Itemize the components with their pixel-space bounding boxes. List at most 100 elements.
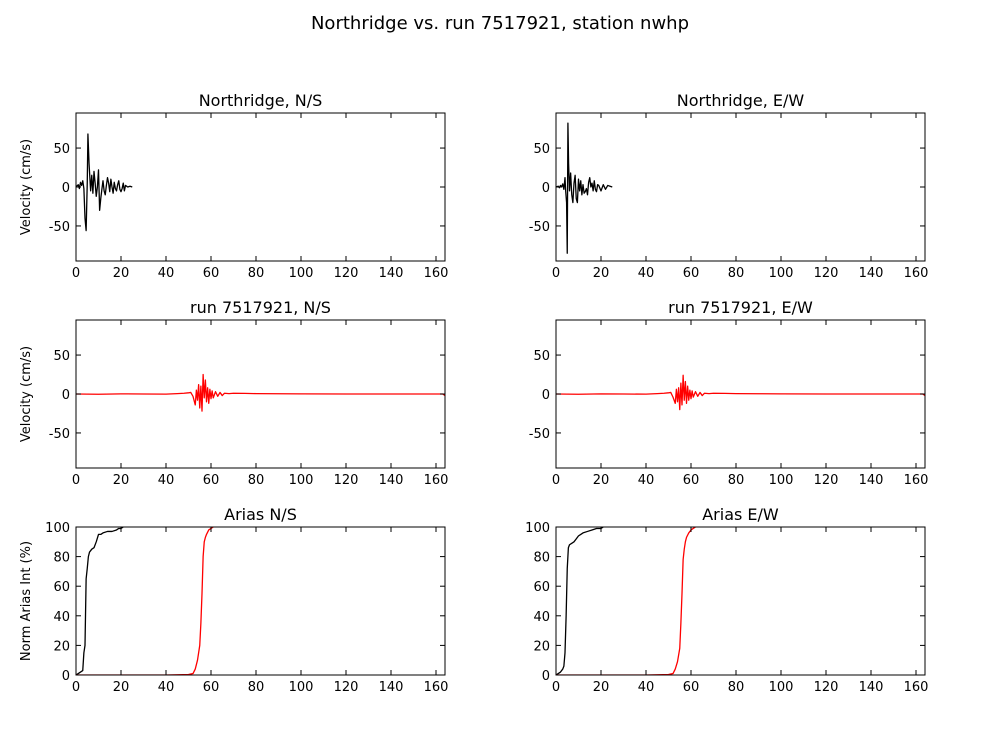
y-tick-label: 0 bbox=[542, 181, 550, 196]
x-tick-label: 160 bbox=[904, 266, 929, 281]
x-tick-label: 80 bbox=[728, 473, 745, 488]
y-tick-label: 50 bbox=[53, 349, 70, 364]
subplot-title: run 7517921, E/W bbox=[668, 298, 813, 317]
y-tick-label: -50 bbox=[49, 220, 70, 235]
x-tick-label: 120 bbox=[334, 266, 359, 281]
x-tick-label: 160 bbox=[904, 473, 929, 488]
x-tick-label: 160 bbox=[904, 680, 929, 695]
x-tick-label: 120 bbox=[814, 266, 839, 281]
y-tick-label: 0 bbox=[542, 669, 550, 684]
x-tick-label: 140 bbox=[859, 266, 884, 281]
x-tick-label: 140 bbox=[379, 680, 404, 695]
x-tick-label: 40 bbox=[638, 680, 655, 695]
x-tick-label: 140 bbox=[379, 473, 404, 488]
y-tick-label: 50 bbox=[533, 142, 550, 157]
series-line-1 bbox=[556, 122, 613, 254]
x-tick-label: 0 bbox=[72, 473, 80, 488]
x-tick-label: 60 bbox=[683, 473, 700, 488]
figure-title: Northridge vs. run 7517921, station nwhp bbox=[311, 13, 689, 34]
x-tick-label: 100 bbox=[289, 266, 314, 281]
x-tick-label: 0 bbox=[72, 266, 80, 281]
x-tick-label: 100 bbox=[289, 680, 314, 695]
y-tick-label: 0 bbox=[542, 388, 550, 403]
y-tick-label: 40 bbox=[533, 610, 550, 625]
y-tick-label: 100 bbox=[45, 521, 70, 536]
subplot-1: 0 20 40 60 80 100 120 140 160 -50 0 50 Northridge, N… bbox=[19, 91, 448, 281]
x-tick-label: 120 bbox=[334, 680, 359, 695]
x-tick-label: 0 bbox=[552, 266, 560, 281]
axes-frame bbox=[555, 526, 926, 676]
x-tick-label: 40 bbox=[638, 473, 655, 488]
subplot-title: Arias E/W bbox=[702, 505, 779, 524]
x-tick-label: 80 bbox=[248, 680, 265, 695]
series-line-1 bbox=[76, 373, 445, 412]
x-tick-label: 0 bbox=[552, 680, 560, 695]
y-tick-label: 0 bbox=[62, 669, 70, 684]
x-tick-label: 20 bbox=[113, 266, 130, 281]
x-tick-label: 100 bbox=[769, 680, 794, 695]
x-tick-label: 20 bbox=[593, 473, 610, 488]
y-tick-label: 100 bbox=[525, 521, 550, 536]
axes-frame bbox=[75, 526, 446, 676]
x-tick-label: 160 bbox=[424, 680, 449, 695]
y-axis-label: Velocity (cm/s) bbox=[19, 139, 34, 235]
x-tick-label: 20 bbox=[593, 680, 610, 695]
y-axis-label: Norm Arias Int (%) bbox=[19, 541, 34, 661]
subplot-title: Northridge, E/W bbox=[677, 91, 805, 110]
x-tick-label: 60 bbox=[683, 266, 700, 281]
subplot-2: 0 20 40 60 80 100 120 140 160 -50 0 50 Northridge, E… bbox=[529, 91, 929, 281]
subplot-title: run 7517921, N/S bbox=[190, 298, 331, 317]
y-tick-label: 60 bbox=[53, 580, 70, 595]
series-line-1 bbox=[556, 374, 925, 411]
x-tick-label: 80 bbox=[728, 680, 745, 695]
x-tick-label: 40 bbox=[158, 266, 175, 281]
x-tick-label: 100 bbox=[769, 473, 794, 488]
x-tick-label: 100 bbox=[289, 473, 314, 488]
x-tick-label: 120 bbox=[814, 473, 839, 488]
y-tick-label: 0 bbox=[62, 388, 70, 403]
y-axis-label: Velocity (cm/s) bbox=[19, 346, 34, 442]
y-tick-label: -50 bbox=[49, 427, 70, 442]
y-tick-label: 20 bbox=[533, 639, 550, 654]
x-tick-label: 20 bbox=[593, 266, 610, 281]
y-tick-label: 50 bbox=[533, 349, 550, 364]
x-tick-label: 140 bbox=[859, 473, 884, 488]
x-tick-label: 20 bbox=[113, 680, 130, 695]
x-tick-label: 60 bbox=[203, 473, 220, 488]
series-line-1 bbox=[76, 527, 124, 675]
y-tick-label: 50 bbox=[53, 142, 70, 157]
x-tick-label: 60 bbox=[203, 680, 220, 695]
y-tick-label: 80 bbox=[53, 551, 70, 566]
y-tick-label: -50 bbox=[529, 427, 550, 442]
x-tick-label: 0 bbox=[552, 473, 560, 488]
subplot-title: Arias N/S bbox=[224, 505, 297, 524]
x-tick-label: 40 bbox=[158, 680, 175, 695]
y-tick-label: 80 bbox=[533, 551, 550, 566]
subplot-5: 0 20 40 60 80 100 120 140 160 0 20 40 60 80 100 Arias N… bbox=[19, 505, 448, 695]
y-tick-label: 60 bbox=[533, 580, 550, 595]
x-tick-label: 160 bbox=[424, 266, 449, 281]
x-tick-label: 60 bbox=[683, 680, 700, 695]
x-tick-label: 80 bbox=[248, 266, 265, 281]
subplots: 0 20 40 60 80 100 120 140 160 -50 0 50 Northridge, N… bbox=[19, 91, 928, 695]
subplot-6: 0 20 40 60 80 100 120 140 160 0 20 40 60 80 100 Arias E… bbox=[525, 505, 928, 695]
x-tick-label: 120 bbox=[334, 473, 359, 488]
series-line-1 bbox=[556, 527, 604, 675]
series-line-1 bbox=[76, 133, 133, 232]
y-tick-label: 20 bbox=[53, 639, 70, 654]
y-tick-label: 40 bbox=[53, 610, 70, 625]
x-tick-label: 20 bbox=[113, 473, 130, 488]
x-tick-label: 100 bbox=[769, 266, 794, 281]
x-tick-label: 160 bbox=[424, 473, 449, 488]
subplot-3: 0 20 40 60 80 100 120 140 160 -50 0 50 run 7517921, … bbox=[19, 298, 448, 488]
x-tick-label: 140 bbox=[859, 680, 884, 695]
x-tick-label: 40 bbox=[158, 473, 175, 488]
y-tick-label: -50 bbox=[529, 220, 550, 235]
x-tick-label: 0 bbox=[72, 680, 80, 695]
x-tick-label: 80 bbox=[728, 266, 745, 281]
x-tick-label: 120 bbox=[814, 680, 839, 695]
y-tick-label: 0 bbox=[62, 181, 70, 196]
subplot-title: Northridge, N/S bbox=[199, 91, 323, 110]
